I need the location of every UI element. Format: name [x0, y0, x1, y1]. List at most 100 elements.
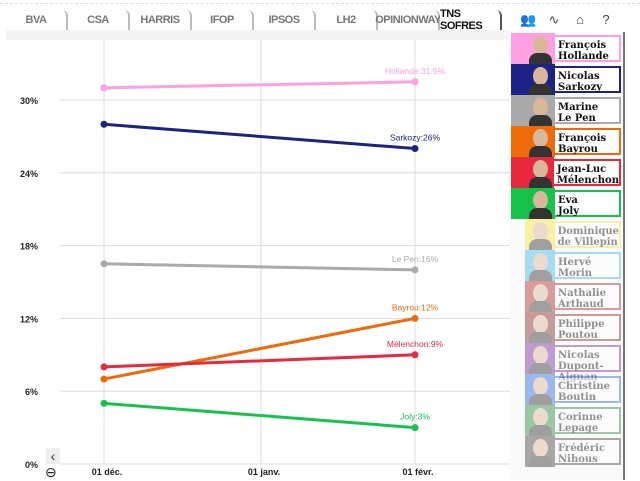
color-band — [511, 219, 525, 250]
last-name: Boutin — [558, 392, 597, 403]
tab-ifop[interactable]: IFOP — [192, 10, 254, 30]
data-label: Mélenchon:9% — [387, 339, 444, 349]
color-band — [511, 405, 525, 436]
candidate-photo — [524, 219, 555, 250]
candidate-morin[interactable]: Hervé Morin — [511, 250, 623, 281]
candidate-bayrou[interactable]: François Bayrou — [511, 126, 623, 157]
last-name: Poutou — [558, 330, 598, 341]
first-name: François — [558, 133, 607, 144]
data-point — [411, 424, 419, 432]
top-divider — [0, 3, 640, 4]
tab-csa[interactable]: CSA — [68, 10, 130, 30]
last-name: Dupont-Aignan — [558, 361, 604, 383]
candidate-sarkozy[interactable]: Nicolas Sarkozy — [511, 64, 623, 95]
y-tick-label: 24% — [20, 169, 38, 179]
color-band — [511, 436, 525, 467]
candidate-poutou[interactable]: Philippe Poutou — [511, 312, 623, 343]
zoom-out-icon[interactable]: ⊖ — [45, 464, 57, 480]
series-line-m-lenchon — [103, 353, 416, 369]
candidate-name: François Hollande — [555, 35, 621, 62]
candidates-icon[interactable]: 👥 — [520, 12, 537, 27]
last-name: Joly — [558, 206, 580, 217]
candidate-name: Eva Joly — [555, 190, 621, 217]
data-label: Bayrou:12% — [392, 302, 439, 312]
candidate-arthaud[interactable]: Nathalie Arthaud — [511, 281, 623, 312]
last-name: Sarkozy — [558, 82, 603, 93]
candidate-photo — [525, 343, 555, 374]
data-point — [100, 260, 108, 268]
color-band — [511, 343, 525, 374]
first-name: François — [558, 40, 607, 51]
data-point — [100, 375, 108, 383]
first-name: Nicolas — [558, 350, 600, 361]
tab-harris[interactable]: HARRIS — [130, 10, 192, 30]
candidate-name: Dominique de Villepin — [554, 221, 621, 248]
candidate-photo — [525, 281, 555, 312]
candidate-photo — [525, 312, 555, 343]
candidate-le-pen[interactable]: Marine Le Pen — [511, 95, 623, 126]
candidate-photo — [525, 405, 555, 436]
first-name: Nathalie — [558, 288, 606, 299]
x-tick-label: 01 févr. — [402, 467, 433, 477]
data-point — [411, 266, 419, 274]
candidate-photo — [525, 374, 555, 405]
data-point — [411, 145, 419, 153]
candidate-joly[interactable]: Eva Joly — [511, 188, 623, 219]
toolbar: 👥 ∿ ⌂? — [520, 12, 614, 28]
last-name: de Villepin — [557, 237, 618, 248]
y-tick-label: 6% — [25, 387, 38, 397]
color-band — [511, 281, 525, 312]
color-band — [511, 157, 525, 188]
tab-ipsos[interactable]: IPSOS — [254, 10, 316, 30]
candidate-name: Frédéric Nihous — [555, 438, 621, 465]
color-band — [511, 250, 525, 281]
last-name: Hollande — [558, 51, 609, 62]
candidate-name: Marine Le Pen — [555, 97, 621, 124]
candidate-m-lenchon[interactable]: Jean-Luc Mélenchon — [511, 157, 623, 188]
last-name: Morin — [558, 268, 593, 279]
y-tick-label: 30% — [20, 96, 38, 106]
y-tick-label: 0% — [25, 460, 38, 470]
candidate-nihous[interactable]: Frédéric Nihous — [511, 436, 623, 467]
data-point — [100, 399, 108, 407]
tab-bar-background — [6, 30, 510, 40]
first-name: Corinne — [558, 412, 603, 423]
tab-bva[interactable]: BVA — [6, 10, 68, 30]
data-point — [100, 363, 108, 371]
candidate-lepage[interactable]: Corinne Lepage — [511, 405, 623, 436]
last-name: Nihous — [558, 454, 598, 465]
candidate-name: Christine Boutin — [555, 376, 621, 403]
last-name: Le Pen — [558, 113, 596, 124]
candidate-name: François Bayrou — [555, 128, 621, 155]
color-band — [511, 126, 525, 157]
series-line-joly — [103, 401, 416, 430]
tab-tns-sofres[interactable]: TNS SOFRES — [440, 8, 502, 32]
first-name: Jean-Luc — [556, 164, 607, 175]
candidate-de-villepin[interactable]: Dominique de Villepin — [511, 219, 623, 250]
scroll-left-button[interactable]: ‹ — [46, 448, 60, 464]
pollster-tabs: BVA CSA HARRIS IFOP IPSOS LH2 OPINIONWAY TNS SO… — [6, 8, 502, 32]
first-name: Eva — [558, 195, 578, 206]
candidate-hollande[interactable]: François Hollande — [511, 33, 623, 64]
tab-lh2[interactable]: LH2 — [316, 10, 378, 30]
x-tick-label: 01 déc. — [92, 467, 123, 477]
last-name: Arthaud — [558, 299, 604, 310]
first-name: Christine — [558, 381, 610, 392]
data-point — [411, 314, 419, 322]
data-point — [100, 120, 108, 128]
color-band — [511, 188, 525, 219]
color-band — [511, 312, 525, 343]
y-tick-label: 12% — [20, 314, 38, 324]
last-name: Mélenchon — [556, 175, 619, 186]
home-icon[interactable]: ⌂ — [576, 12, 584, 27]
tab-opinionway[interactable]: OPINIONWAY — [375, 10, 441, 30]
first-name: Marine — [558, 102, 599, 113]
color-band — [511, 33, 525, 64]
chart-icon[interactable]: ∿ — [548, 12, 560, 27]
last-name: Lepage — [558, 423, 599, 434]
candidate-boutin[interactable]: Christine Boutin — [511, 374, 623, 405]
help-icon[interactable]: ? — [602, 12, 610, 27]
candidate-photo — [525, 64, 555, 95]
